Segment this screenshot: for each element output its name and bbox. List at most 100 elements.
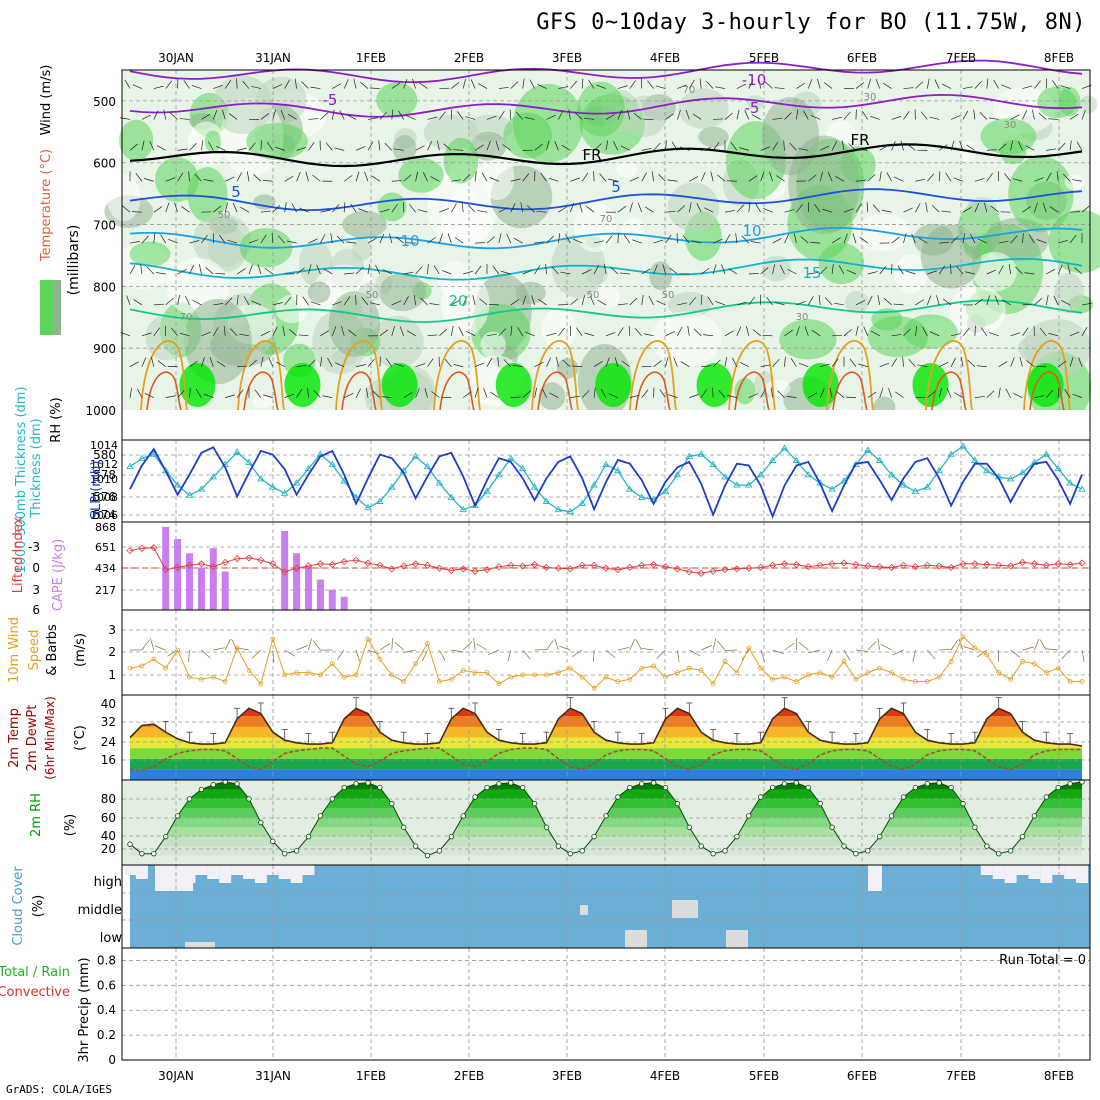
rh2m-point (650, 780, 657, 786)
wind-barb (841, 140, 845, 151)
lifted-index-point (435, 564, 443, 572)
wind10m-point (175, 647, 181, 653)
wind10m-point (306, 670, 311, 676)
rh2m-point (246, 796, 252, 802)
wind-barb (301, 81, 309, 89)
rh2m-point (662, 784, 669, 791)
wind-barb (831, 264, 834, 275)
rh2m-point (258, 819, 264, 826)
rh-contour-blob (1054, 272, 1085, 314)
wind-barb (641, 294, 644, 305)
wind-barb (379, 329, 389, 337)
wind-barb (653, 142, 661, 151)
wind-barb (237, 147, 247, 151)
rh2m-point (769, 784, 776, 791)
wind-barb (1001, 84, 1011, 89)
wind-barb (712, 359, 721, 367)
lifted-index-point (959, 560, 967, 568)
wind-barb (501, 270, 511, 275)
isotherm-hot-loop (146, 371, 182, 411)
thickness-point (209, 473, 218, 480)
rh-contour-blob (155, 157, 199, 202)
wind-barb (462, 391, 472, 398)
top-date-label: 2FEB (454, 51, 484, 65)
wind-barb (974, 298, 984, 306)
wind-barb (1034, 202, 1038, 213)
wind-barb (296, 146, 307, 151)
wind-barb (770, 387, 773, 398)
wind-barb (891, 358, 898, 367)
wind10m-point (1043, 670, 1049, 676)
rh-axis-label: RH (%) (49, 397, 64, 442)
wind-barb (322, 395, 333, 398)
lifted-index-point (876, 563, 884, 571)
wind-barb (845, 396, 856, 398)
wind10m-point (865, 670, 871, 676)
isotherm-label-20: 20 (448, 292, 467, 310)
wind-barb (877, 295, 881, 305)
isotherm-label--5: -5 (745, 99, 760, 117)
wind-barb (558, 327, 565, 337)
rh2m-point (900, 794, 907, 800)
wind-barb (998, 265, 1004, 275)
temp2m-axis-label-1: 2m Temp (7, 708, 22, 768)
rh2m-point (984, 843, 990, 849)
wind-barb (131, 211, 142, 213)
wind-barb (219, 234, 226, 244)
wind-barb (603, 264, 607, 275)
wind-barb (903, 207, 913, 213)
wind-barb (332, 83, 342, 89)
cloud-gap (992, 865, 1005, 879)
lifted-index-point (1007, 562, 1015, 570)
wind-barb (804, 326, 809, 336)
wind-barb (216, 360, 226, 368)
wind-barb (299, 207, 309, 213)
wind10m-barb (188, 649, 190, 662)
wind10m-point (722, 659, 728, 664)
wind-barb (548, 177, 559, 182)
wind10m-point (841, 659, 847, 664)
wind-barb (534, 241, 545, 244)
wind-barb (867, 295, 873, 306)
wind-barb (558, 86, 569, 89)
wind-barb (243, 296, 250, 306)
wind10m-barb (507, 649, 512, 662)
wind-barb (1081, 109, 1086, 120)
wind-barb (597, 299, 607, 306)
temp2m-tick-label: 40 (101, 697, 116, 711)
wind-barb (355, 171, 360, 182)
lifted-index-point (947, 563, 955, 572)
wind-barb (629, 202, 633, 213)
wind10m-point (234, 645, 240, 651)
wind-barb (584, 117, 595, 120)
rh-contour-blob (621, 217, 645, 244)
wind-barb (974, 325, 976, 336)
cape-bar (305, 566, 312, 610)
lifted-index-point (233, 555, 241, 563)
cloud-gap (266, 865, 279, 875)
precip-panel (121, 947, 1091, 1061)
rh-contour-blob (649, 261, 673, 291)
lifted-index-point (733, 565, 741, 573)
isotherm-hot-loop (635, 371, 671, 411)
wind-barb (584, 332, 595, 337)
thickness-point (637, 493, 646, 500)
wind10m-barb (522, 649, 531, 660)
lifted-index-point (519, 562, 527, 570)
isotherm-label-15: 15 (802, 264, 821, 282)
wind10m-barb (296, 645, 308, 651)
cape-axis-label: CAPE (J/kg) (51, 539, 66, 611)
wind-barb (736, 109, 740, 120)
wind-barb (308, 238, 318, 244)
wind-barb (897, 265, 904, 275)
wind-barb (153, 303, 164, 306)
wind10m-axis-label-2: Speed (27, 630, 42, 671)
wind-barb (574, 112, 583, 120)
wind-barb (462, 173, 471, 182)
wind-barb (879, 171, 882, 182)
rh2m-axis-label: 2m RH (29, 793, 44, 837)
isotherm-hot-loop (734, 371, 770, 411)
wind10m-point (651, 663, 656, 669)
isotherm-warm-loop (629, 340, 677, 411)
wind-barb (970, 234, 976, 244)
